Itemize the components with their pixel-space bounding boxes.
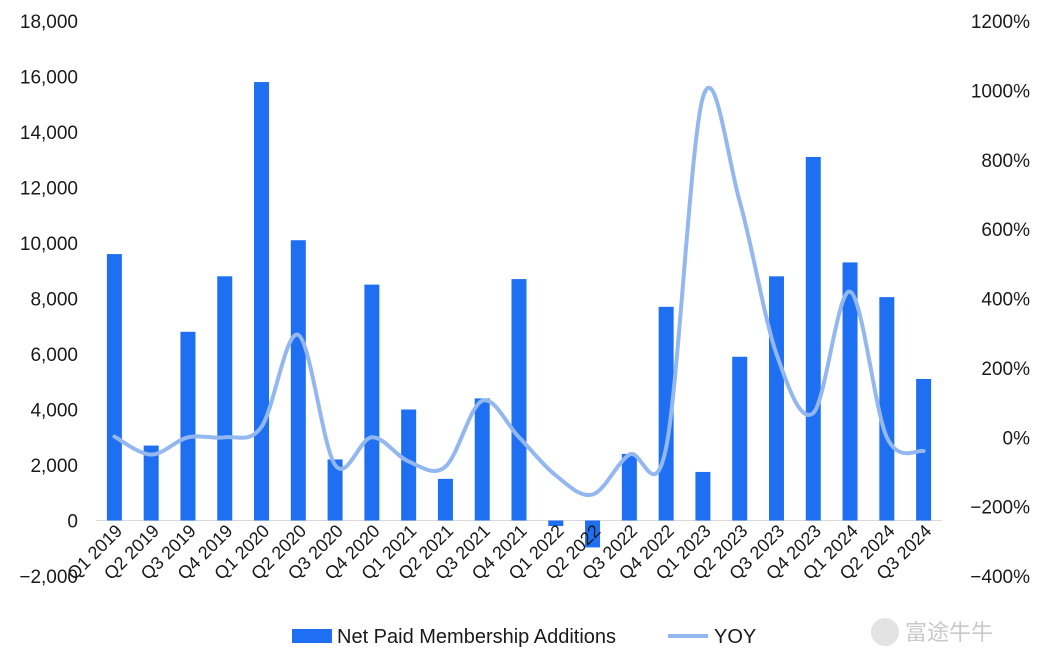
bar (842, 262, 858, 521)
bar (548, 520, 564, 527)
bar-series (106, 82, 932, 548)
left-tick-label: 0 (67, 512, 78, 533)
left-tick-label: 8,000 (30, 290, 78, 311)
left-tick-label: 18,000 (20, 12, 78, 33)
left-tick-label: −2,000 (19, 567, 78, 588)
watermark-text: 富途牛牛 (905, 621, 993, 646)
right-axis-ticks: 1200% 1000% 800% 600% 400% 200% 0% −200% −400% (970, 12, 1030, 588)
bar (254, 82, 270, 521)
bar (180, 331, 196, 521)
bar (511, 279, 527, 521)
bar (401, 409, 417, 521)
bar (217, 276, 233, 521)
bar (585, 520, 601, 548)
left-tick-label: 4,000 (30, 401, 78, 422)
left-axis-ticks: 18,000 16,000 14,000 12,000 10,000 8,000 6,000… (19, 12, 78, 588)
bar (768, 276, 784, 521)
bar (290, 240, 306, 521)
right-tick-label: −400% (970, 567, 1030, 588)
right-tick-label: 600% (981, 220, 1030, 241)
left-tick-label: 16,000 (20, 68, 78, 89)
bar (695, 471, 711, 521)
right-tick-label: 800% (981, 151, 1030, 172)
bar (106, 254, 122, 521)
right-tick-label: 400% (981, 290, 1030, 311)
bar (364, 284, 380, 521)
right-tick-label: 200% (981, 359, 1030, 380)
legend-line-label: YOY (714, 626, 756, 648)
left-tick-label: 10,000 (20, 234, 78, 255)
yoy-line (112, 85, 926, 498)
bar (474, 398, 490, 521)
legend-bar-label: Net Paid Membership Additions (337, 626, 616, 648)
legend: Net Paid Membership Additions YOY (292, 626, 756, 648)
watermark: 富途牛牛 (871, 618, 993, 646)
left-tick-label: 2,000 (30, 456, 78, 477)
bar (327, 459, 343, 521)
bar (621, 453, 637, 521)
right-tick-label: 0% (1003, 428, 1031, 449)
right-tick-label: −200% (970, 498, 1030, 519)
bar (879, 297, 895, 521)
bar (732, 356, 748, 521)
bar (437, 478, 453, 521)
right-tick-label: 1200% (971, 12, 1030, 33)
legend-bar-swatch (292, 629, 332, 643)
left-tick-label: 12,000 (20, 179, 78, 200)
bar (143, 445, 159, 521)
right-tick-label: 1000% (971, 81, 1030, 102)
bar (805, 156, 821, 521)
watermark-logo-icon (871, 618, 899, 646)
left-tick-label: 6,000 (30, 345, 78, 366)
left-tick-label: 14,000 (20, 123, 78, 144)
